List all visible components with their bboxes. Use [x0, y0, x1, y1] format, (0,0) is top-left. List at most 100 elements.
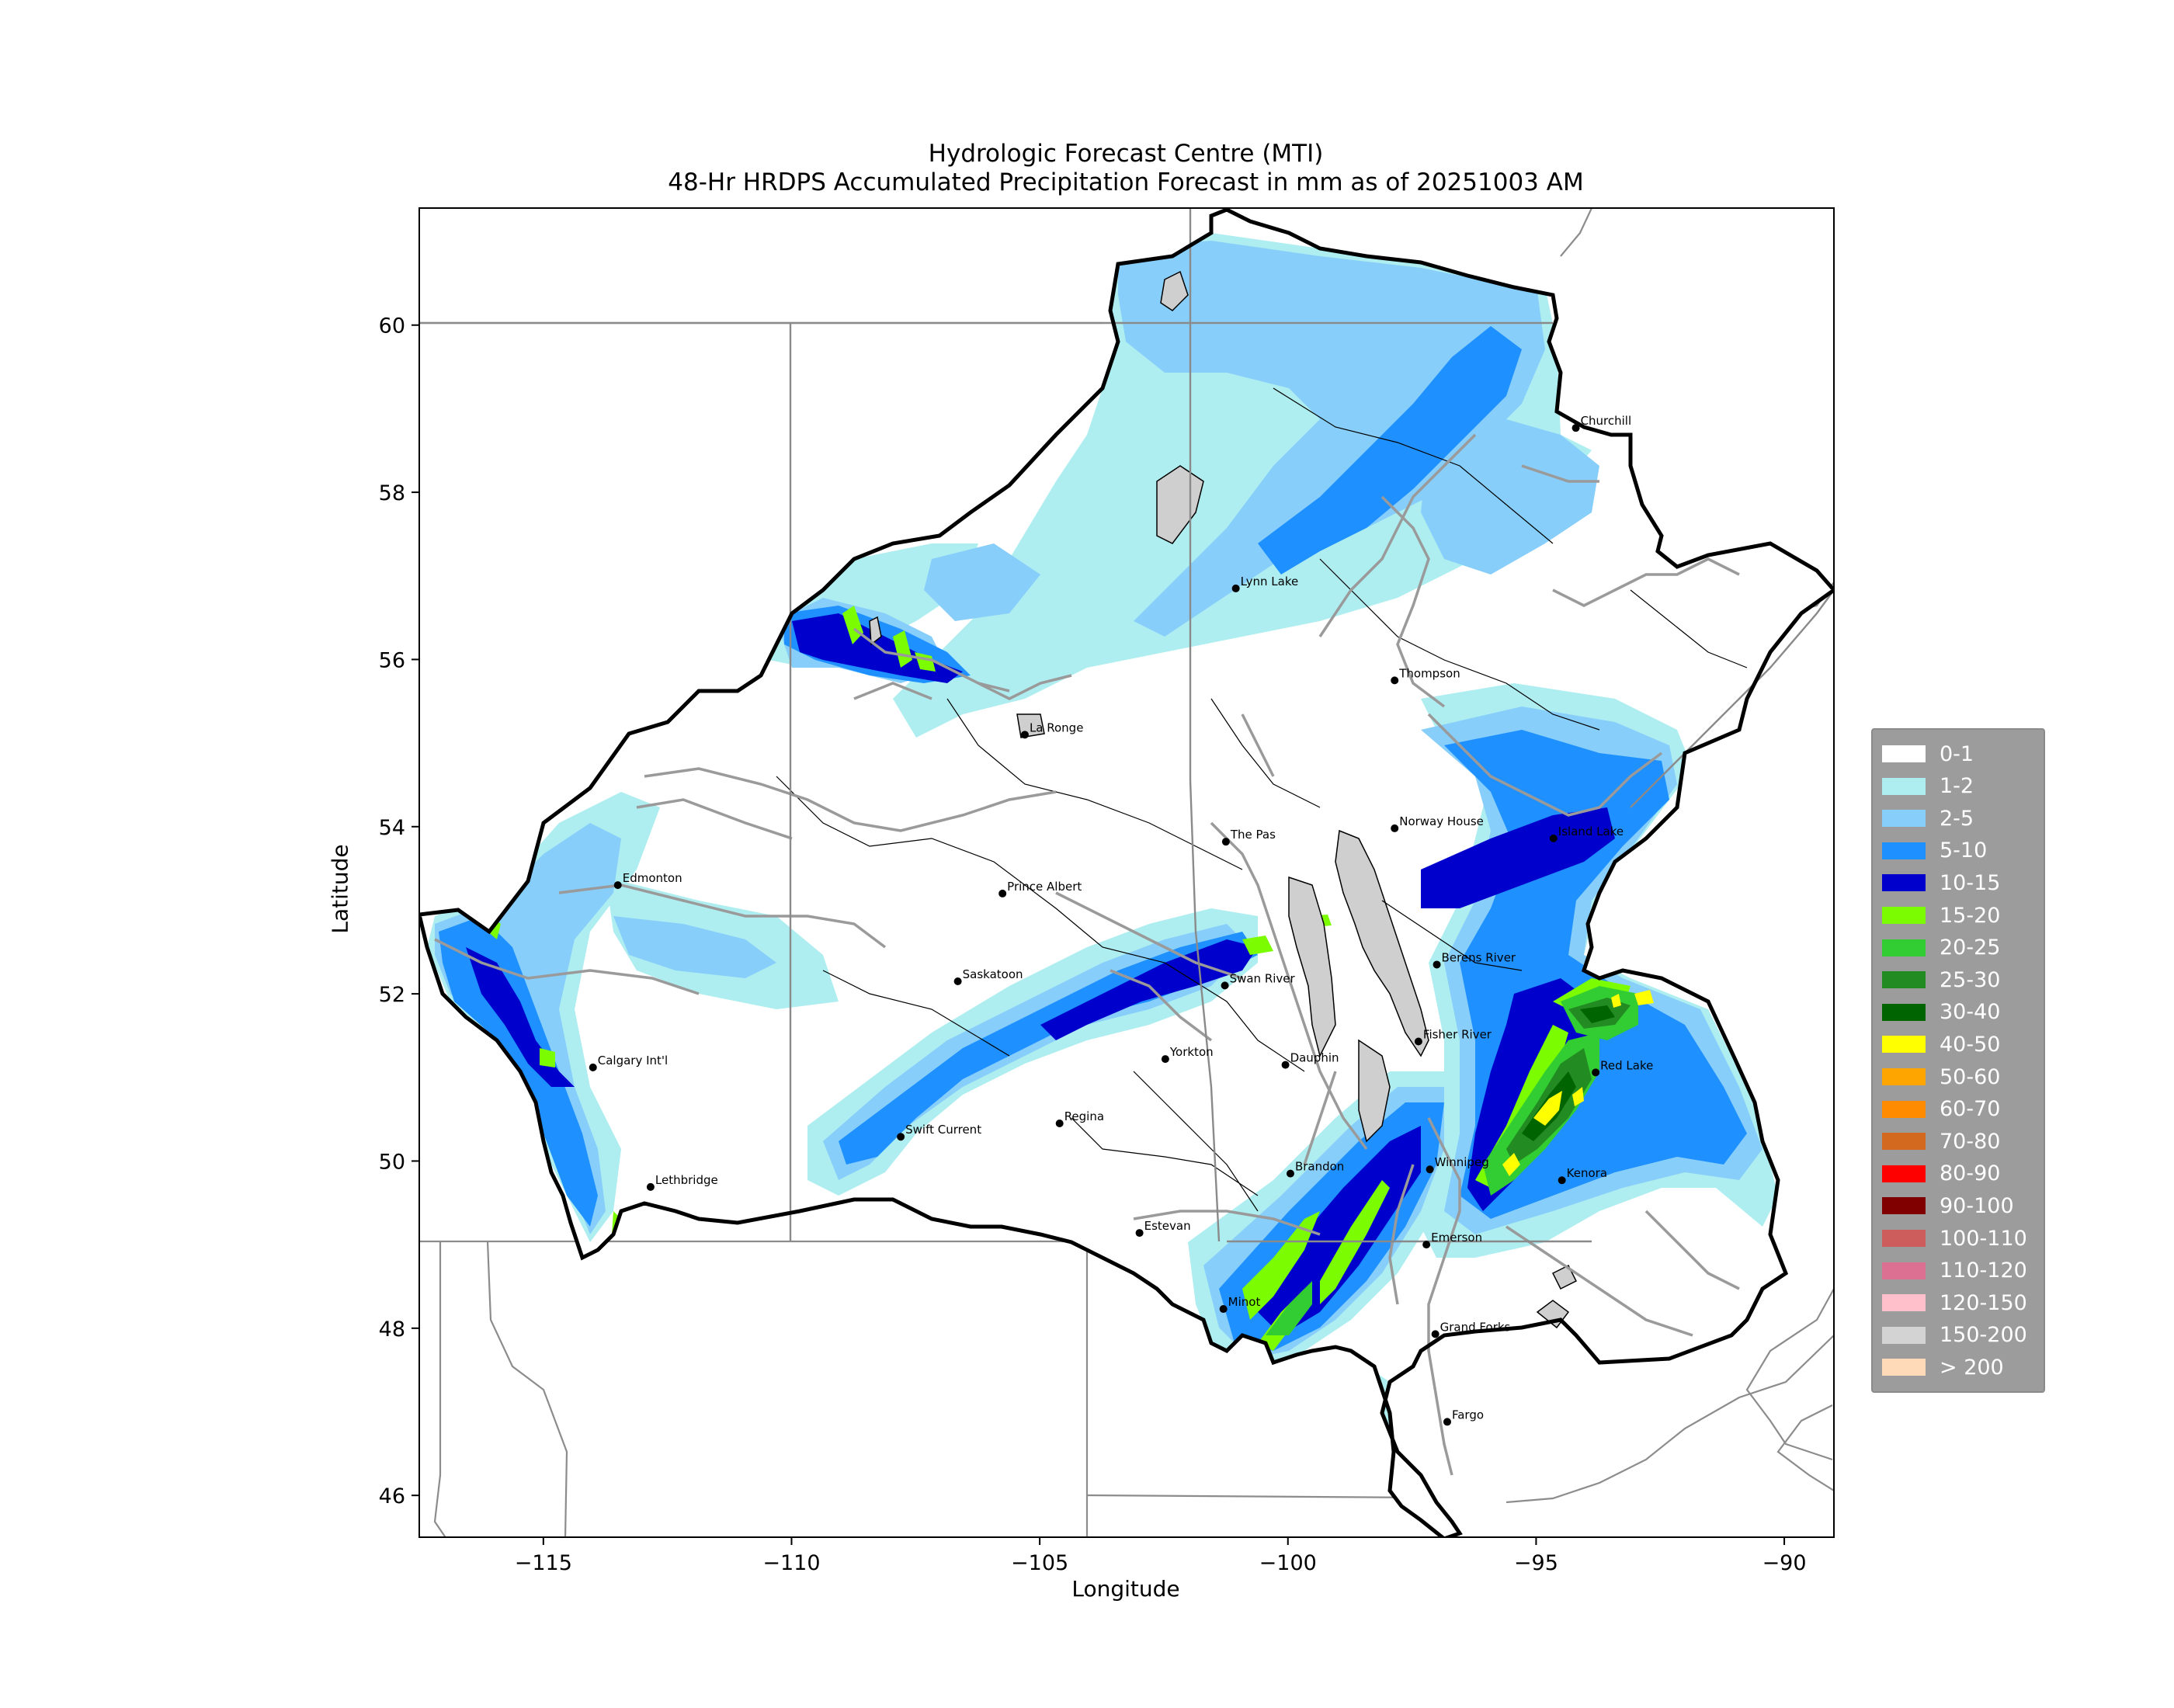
- legend-label: 20-25: [1940, 936, 2001, 960]
- city-marker: [1431, 1330, 1439, 1338]
- legend-swatch: [1882, 874, 1926, 892]
- city-marker: [1221, 838, 1230, 846]
- city-label: Fisher River: [1423, 1027, 1492, 1041]
- legend-label: 80-90: [1940, 1161, 2001, 1186]
- y-tick-label: 48: [379, 1317, 405, 1342]
- y-tick-label: 58: [379, 481, 405, 505]
- city-label: Estevan: [1144, 1219, 1191, 1233]
- x-tick-label: −105: [1011, 1551, 1068, 1575]
- city-label: Emerson: [1431, 1231, 1482, 1245]
- city-marker: [1391, 824, 1399, 832]
- legend-item: 1-2: [1882, 773, 1974, 800]
- sub-basin-boundaries: [776, 387, 1748, 1212]
- city-marker: [953, 977, 962, 985]
- city-marker: [1443, 1418, 1451, 1426]
- legend-swatch: [1882, 1036, 1926, 1054]
- legend-item: 100-110: [1882, 1225, 2027, 1251]
- city-label: Swan River: [1230, 971, 1296, 985]
- y-axis-ticks: 46 48 50 52 54 56 58 60: [379, 314, 419, 1508]
- province-borders: [419, 208, 1834, 1243]
- legend-swatch: [1882, 810, 1926, 828]
- city-label: Prince Albert: [1007, 880, 1082, 894]
- y-tick-label: 56: [379, 648, 405, 672]
- city-marker: [1219, 1305, 1228, 1314]
- legend-item: 20-25: [1882, 935, 2000, 961]
- legend-swatch: [1882, 1294, 1926, 1312]
- legend-item: 5-10: [1882, 838, 1987, 864]
- city-marker: [1135, 1229, 1144, 1238]
- legend-swatch: [1882, 1262, 1926, 1279]
- precipitation-legend: 0-1 1-2 2-5 5-10 10-15 15-20 20-25 25-30 30-40 40…: [1871, 728, 2045, 1393]
- legend-label: 30-40: [1940, 1000, 2001, 1025]
- city-marker: [589, 1063, 597, 1071]
- legend-label: 50-60: [1940, 1064, 2001, 1089]
- city-marker: [1414, 1037, 1422, 1046]
- legend-item: 0-1: [1882, 741, 1974, 767]
- city-marker: [1221, 981, 1229, 990]
- city-marker: [1281, 1061, 1290, 1069]
- city-label: Calgary Int'l: [598, 1054, 668, 1068]
- legend-item: 30-40: [1882, 999, 2000, 1026]
- legend-swatch: [1882, 1100, 1926, 1118]
- city-marker: [1592, 1068, 1600, 1077]
- city-marker: [613, 881, 622, 890]
- city-marker: [1558, 1176, 1566, 1185]
- legend-item: 60-70: [1882, 1096, 2000, 1123]
- city-label: Island Lake: [1558, 824, 1624, 838]
- legend-swatch: [1882, 745, 1926, 762]
- legend-label: 25-30: [1940, 967, 2001, 992]
- y-tick-label: 52: [379, 983, 405, 1007]
- city-label: Saskatoon: [963, 967, 1023, 981]
- legend-item: 50-60: [1882, 1064, 2000, 1090]
- city-marker: [1286, 1169, 1294, 1178]
- y-tick-label: 60: [379, 314, 405, 338]
- x-tick-label: −90: [1762, 1551, 1807, 1575]
- legend-swatch: [1882, 1003, 1926, 1021]
- city-layer: Churchill Lynn Lake Thompson La Ronge Norway…: [589, 414, 1653, 1426]
- city-label: Lethbridge: [655, 1173, 718, 1187]
- city-label: Regina: [1064, 1109, 1104, 1123]
- x-axis-label: Longitude: [1071, 1576, 1180, 1602]
- legend-label: 15-20: [1940, 903, 2001, 928]
- city-label: Fargo: [1452, 1408, 1484, 1422]
- city-label: Lynn Lake: [1241, 575, 1299, 588]
- city-marker: [1055, 1120, 1064, 1128]
- legend-label: 2-5: [1940, 806, 1974, 831]
- y-tick-label: 46: [379, 1484, 405, 1508]
- legend-item: 120-150: [1882, 1290, 2027, 1316]
- legend-label: 10-15: [1940, 870, 2001, 895]
- legend-label: 1-2: [1940, 774, 1974, 799]
- x-axis-ticks: −115 −110 −105 −100 −95 −90: [515, 1537, 1807, 1575]
- city-marker: [1426, 1165, 1434, 1174]
- city-marker: [1433, 960, 1441, 969]
- city-marker: [1391, 676, 1399, 685]
- legend-label: 120-150: [1940, 1290, 2027, 1315]
- legend-label: 100-110: [1940, 1226, 2027, 1251]
- legend-label: > 200: [1940, 1355, 2004, 1380]
- legend-label: 40-50: [1940, 1032, 2001, 1057]
- city-label: Yorkton: [1169, 1045, 1214, 1059]
- city-label: Red Lake: [1600, 1058, 1653, 1072]
- city-marker: [1422, 1241, 1431, 1249]
- legend-item: 90-100: [1882, 1192, 2014, 1219]
- city-label: Kenora: [1567, 1166, 1607, 1180]
- city-marker: [1231, 584, 1240, 592]
- city-marker: [998, 889, 1007, 897]
- y-axis-label: Latitude: [327, 844, 353, 934]
- city-label: Grand Forks: [1440, 1320, 1511, 1334]
- legend-swatch: [1882, 1230, 1926, 1247]
- y-tick-label: 50: [379, 1150, 405, 1174]
- legend-item: 80-90: [1882, 1161, 2000, 1187]
- plot-frame: [418, 207, 1835, 1538]
- legend-label: 110-120: [1940, 1258, 2027, 1283]
- city-label: Thompson: [1398, 666, 1460, 680]
- map-title: Hydrologic Forecast Centre (MTI): [928, 140, 1324, 168]
- city-marker: [646, 1182, 655, 1191]
- city-marker: [1549, 834, 1558, 842]
- legend-label: 90-100: [1940, 1193, 2014, 1218]
- legend-swatch: [1882, 1359, 1926, 1376]
- legend-swatch: [1882, 1133, 1926, 1151]
- river-basin-lines: [434, 433, 1740, 1476]
- city-label: Minot: [1228, 1295, 1261, 1309]
